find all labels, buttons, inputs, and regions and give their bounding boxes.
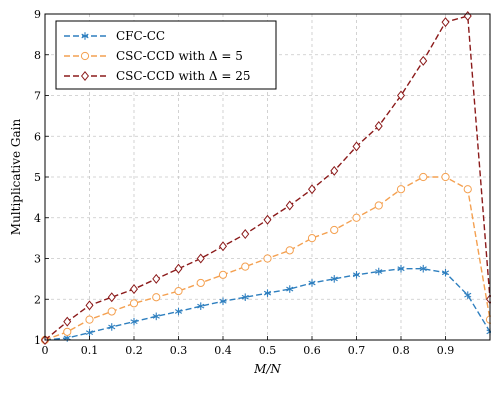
- legend-entry-3: CSC-CCD with Δ = 25: [64, 69, 251, 83]
- data-point: [85, 300, 94, 311]
- data-point: [330, 225, 339, 235]
- x-tick-label: 0.3: [170, 344, 188, 357]
- data-point: [241, 293, 249, 302]
- x-tick-label: 0.8: [392, 344, 410, 357]
- x-tick-label: 0.1: [81, 344, 99, 357]
- data-point: [196, 253, 205, 264]
- data-point: [218, 270, 228, 279]
- data-point: [130, 317, 138, 326]
- data-point: [352, 271, 361, 279]
- x-tick-label: 0.2: [125, 344, 143, 357]
- data-point: [241, 262, 250, 271]
- data-point: [80, 70, 90, 82]
- data-point: [308, 279, 316, 287]
- data-point: [374, 121, 383, 132]
- ticks: 0 0.1 0.2 0.3 0.4 0.5 0.6 0.7 0.8 0.9 1 2 3 4 5 6 7 8 9: [34, 8, 454, 357]
- data-point: [108, 323, 116, 331]
- data-point: [419, 264, 427, 273]
- data-point: [85, 315, 94, 324]
- data-point: [463, 185, 472, 194]
- data-point: [80, 51, 90, 61]
- legend-label: CSC-CCD with Δ = 25: [116, 69, 251, 83]
- legend-label: CSC-CCD with Δ = 5: [116, 49, 243, 63]
- data-point: [152, 293, 161, 302]
- data-point: [285, 246, 294, 255]
- data-point: [352, 213, 361, 222]
- y-tick-label: 3: [34, 253, 41, 266]
- series-layer: [40, 11, 491, 346]
- data-point: [129, 299, 139, 308]
- legend: CFC-CC CSC-CCD with Δ = 5 CSC-CCD with Δ =…: [55, 20, 277, 90]
- data-point: [218, 241, 228, 252]
- series-1: [41, 264, 491, 344]
- data-point: [374, 201, 383, 210]
- data-point: [263, 214, 272, 225]
- data-point: [419, 172, 428, 182]
- x-tick-label: 0.9: [437, 344, 455, 357]
- data-point: [441, 268, 450, 277]
- x-tick-label: 0: [42, 344, 49, 357]
- data-point: [285, 200, 294, 211]
- data-point: [63, 327, 72, 336]
- data-point: [307, 184, 317, 195]
- data-point: [375, 267, 383, 276]
- x-tick-label: 0.4: [214, 344, 232, 357]
- data-point: [129, 284, 139, 295]
- data-point: [85, 328, 94, 337]
- data-point: [396, 90, 406, 101]
- legend-box: [55, 20, 277, 90]
- data-point: [463, 11, 472, 22]
- y-axis-label: Multiplicative Gain: [9, 119, 23, 236]
- x-axis-label: M/N: [253, 362, 281, 376]
- data-point: [174, 307, 183, 316]
- y-tick-label: 1: [34, 334, 41, 347]
- x-tick-label: 0.7: [348, 344, 366, 357]
- data-point: [286, 285, 294, 293]
- data-point: [197, 302, 205, 310]
- data-point: [241, 229, 250, 240]
- data-point: [219, 297, 227, 306]
- series-3: [40, 11, 491, 346]
- data-point: [352, 141, 361, 152]
- data-point: [396, 185, 406, 194]
- y-tick-label: 8: [34, 49, 41, 62]
- data-point: [441, 172, 450, 182]
- data-point: [63, 316, 72, 327]
- data-point: [464, 291, 472, 299]
- data-point: [263, 289, 272, 297]
- data-point: [152, 312, 160, 321]
- data-point: [330, 275, 338, 283]
- data-point: [152, 273, 161, 284]
- data-point: [174, 263, 183, 274]
- data-point: [307, 234, 317, 243]
- data-point: [419, 55, 428, 66]
- x-tick-label: 0.6: [303, 344, 321, 357]
- legend-entry-1: CFC-CC: [64, 29, 165, 43]
- data-point: [397, 264, 405, 273]
- legend-label: CFC-CC: [116, 29, 165, 43]
- y-tick-label: 6: [34, 130, 41, 143]
- data-point: [81, 32, 89, 40]
- x-tick-label: 0.5: [259, 344, 277, 357]
- data-point: [174, 287, 183, 296]
- data-point: [263, 254, 272, 263]
- data-point: [107, 292, 116, 303]
- y-tick-label: 4: [34, 212, 41, 225]
- y-tick-label: 5: [34, 171, 41, 184]
- y-tick-label: 9: [34, 8, 41, 21]
- data-point: [441, 17, 450, 28]
- data-point: [196, 278, 205, 288]
- y-tick-label: 2: [34, 293, 41, 306]
- data-point: [107, 307, 116, 316]
- data-point: [330, 165, 339, 176]
- y-tick-label: 7: [34, 90, 41, 103]
- legend-entry-2: CSC-CCD with Δ = 5: [64, 49, 243, 63]
